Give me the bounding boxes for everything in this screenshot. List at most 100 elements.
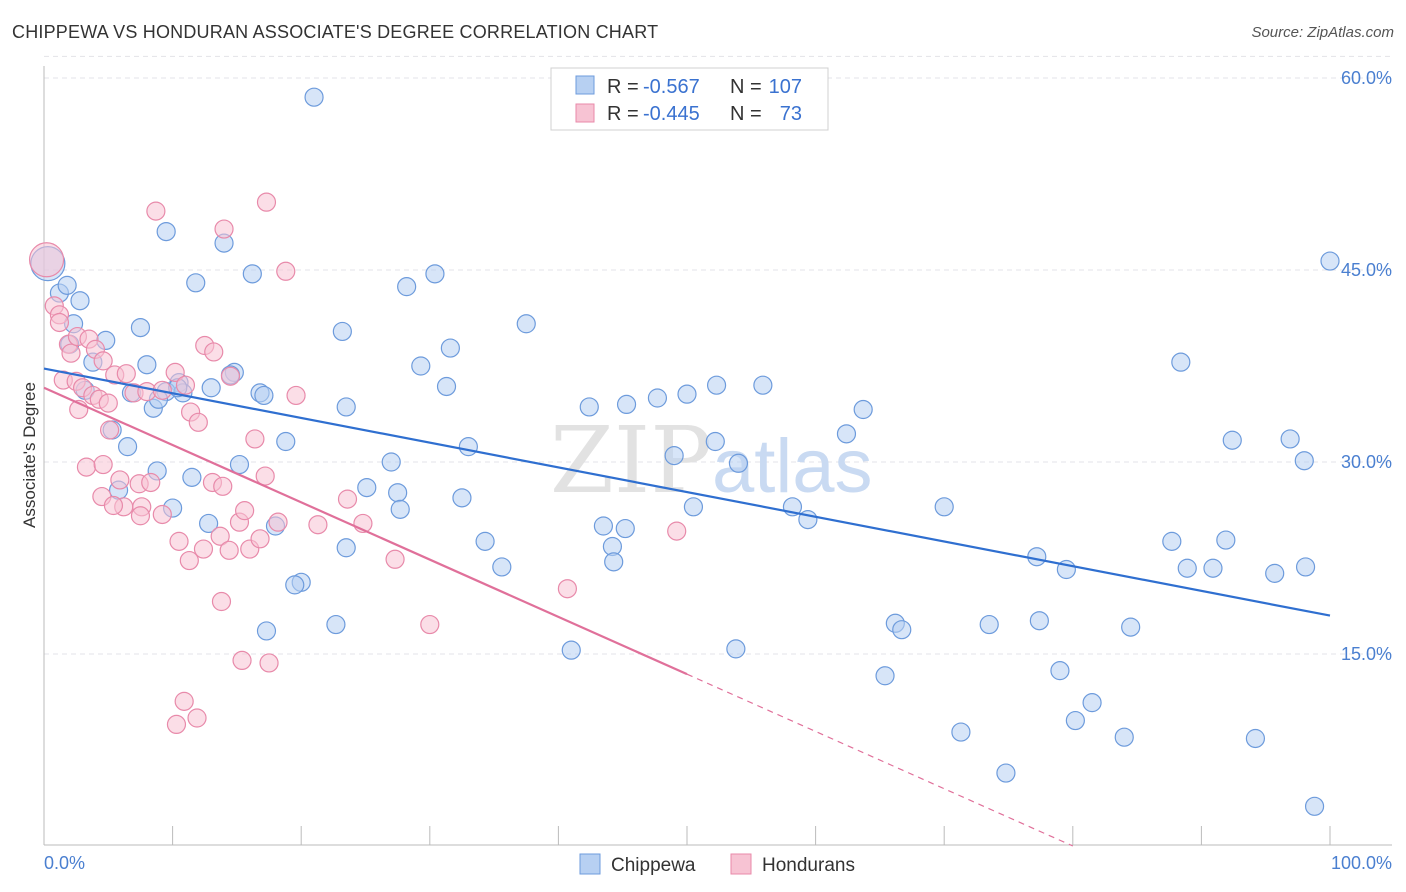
point-chippewa [1304, 796, 1325, 816]
point-hondurans [98, 393, 118, 413]
point-hondurans [268, 512, 288, 532]
legend-n-label-chippewa: N = [730, 76, 762, 98]
point-chippewa [705, 431, 725, 452]
point-hondurans [146, 201, 166, 221]
point-chippewa [1320, 251, 1340, 271]
point-chippewa [1082, 693, 1102, 713]
point-chippewa [593, 516, 614, 536]
point-chippewa [664, 446, 684, 466]
point-chippewa [1027, 547, 1047, 567]
point-chippewa [357, 478, 377, 498]
point-hondurans [166, 714, 187, 735]
point-chippewa [336, 397, 356, 417]
point-chippewa [951, 722, 971, 742]
point-chippewa [604, 552, 624, 572]
point-hondurans [276, 261, 296, 281]
legend-r-label-hondurans: R = [607, 103, 639, 125]
axes [43, 66, 1392, 846]
legend-swatch-chippewa [575, 75, 595, 95]
point-chippewa [336, 538, 356, 558]
point-chippewa [516, 314, 536, 334]
point-chippewa [892, 620, 912, 640]
point-hondurans [175, 375, 196, 395]
point-hondurans [256, 192, 277, 212]
point-hondurans [385, 549, 405, 569]
point-hondurans [116, 364, 136, 384]
point-hondurans [103, 495, 124, 516]
point-hondurans [235, 501, 255, 521]
point-hondurans [245, 429, 265, 449]
point-chippewa [1029, 611, 1049, 631]
point-chippewa [186, 273, 206, 293]
point-hondurans [232, 650, 252, 671]
point-chippewa [57, 275, 77, 295]
point-chippewa [706, 375, 727, 395]
point-chippewa [1280, 429, 1300, 449]
point-hondurans [28, 242, 65, 278]
legend-r-value-hondurans: -0.445 [643, 103, 700, 125]
legend-n-label-hondurans: N = [730, 103, 762, 125]
point-hondurans [93, 454, 113, 475]
point-hondurans [250, 529, 270, 549]
point-chippewa [1065, 710, 1085, 731]
data-points [28, 87, 1340, 816]
point-hondurans [219, 540, 239, 560]
point-hondurans [110, 470, 130, 490]
watermark: ZIP atlas [550, 407, 873, 514]
watermark-zip: ZIP [550, 407, 712, 514]
y-tick-label: 30.0% [1341, 452, 1392, 472]
y-tick-label: 60.0% [1341, 68, 1392, 88]
source-note: Source: ZipAtlas.com [1251, 24, 1394, 41]
point-chippewa [242, 264, 262, 284]
point-hondurans [259, 653, 279, 673]
point-chippewa [1121, 617, 1141, 637]
point-chippewa [836, 424, 857, 444]
point-chippewa [182, 467, 202, 487]
point-chippewa [229, 454, 250, 475]
point-chippewa [1216, 530, 1236, 550]
point-chippewa [979, 614, 999, 635]
legend-box: R = -0.567 N = 107 R = -0.445 N = 73 [550, 67, 829, 131]
legend-swatch-hondurans [575, 103, 595, 123]
point-hondurans [210, 526, 230, 546]
point-chippewa [201, 378, 221, 398]
point-hondurans [286, 385, 306, 406]
point-chippewa [199, 513, 219, 534]
point-hondurans [193, 539, 214, 559]
point-chippewa [1177, 558, 1197, 578]
point-hondurans [61, 343, 81, 363]
point-hondurans [214, 219, 234, 239]
point-chippewa [388, 483, 408, 503]
point-hondurans [130, 506, 151, 526]
point-hondurans [204, 342, 224, 362]
point-chippewa [1295, 557, 1316, 577]
point-chippewa [1162, 531, 1182, 551]
point-chippewa [1265, 563, 1285, 583]
point-chippewa [1245, 728, 1266, 749]
legend-n-value-hondurans: 73 [780, 103, 802, 125]
point-chippewa [492, 557, 512, 577]
trend-line-hondurans [43, 386, 688, 676]
point-chippewa [1222, 430, 1242, 450]
point-chippewa [875, 666, 895, 686]
point-chippewa [156, 222, 176, 242]
point-hondurans [141, 472, 161, 493]
point-hondurans [188, 412, 208, 432]
point-chippewa [934, 497, 954, 517]
x-tick-label-max: 100.0% [1331, 853, 1392, 873]
point-hondurans [337, 489, 358, 509]
y-tick-labels: 15.0% 30.0% 45.0% 60.0% [1341, 68, 1392, 664]
point-hondurans [76, 457, 97, 477]
point-hondurans [187, 708, 207, 728]
point-chippewa [332, 321, 352, 342]
y-axis-label: Associate's Degree [20, 382, 39, 528]
point-chippewa [425, 264, 445, 284]
trend-lines [43, 367, 1331, 847]
point-chippewa [137, 355, 157, 375]
point-chippewa [853, 399, 873, 420]
bottom-legend-swatch-chippewa [579, 853, 601, 875]
point-hondurans [211, 591, 232, 612]
y-tick-label: 15.0% [1341, 644, 1392, 664]
point-chippewa [256, 621, 277, 641]
point-chippewa [1050, 661, 1070, 681]
